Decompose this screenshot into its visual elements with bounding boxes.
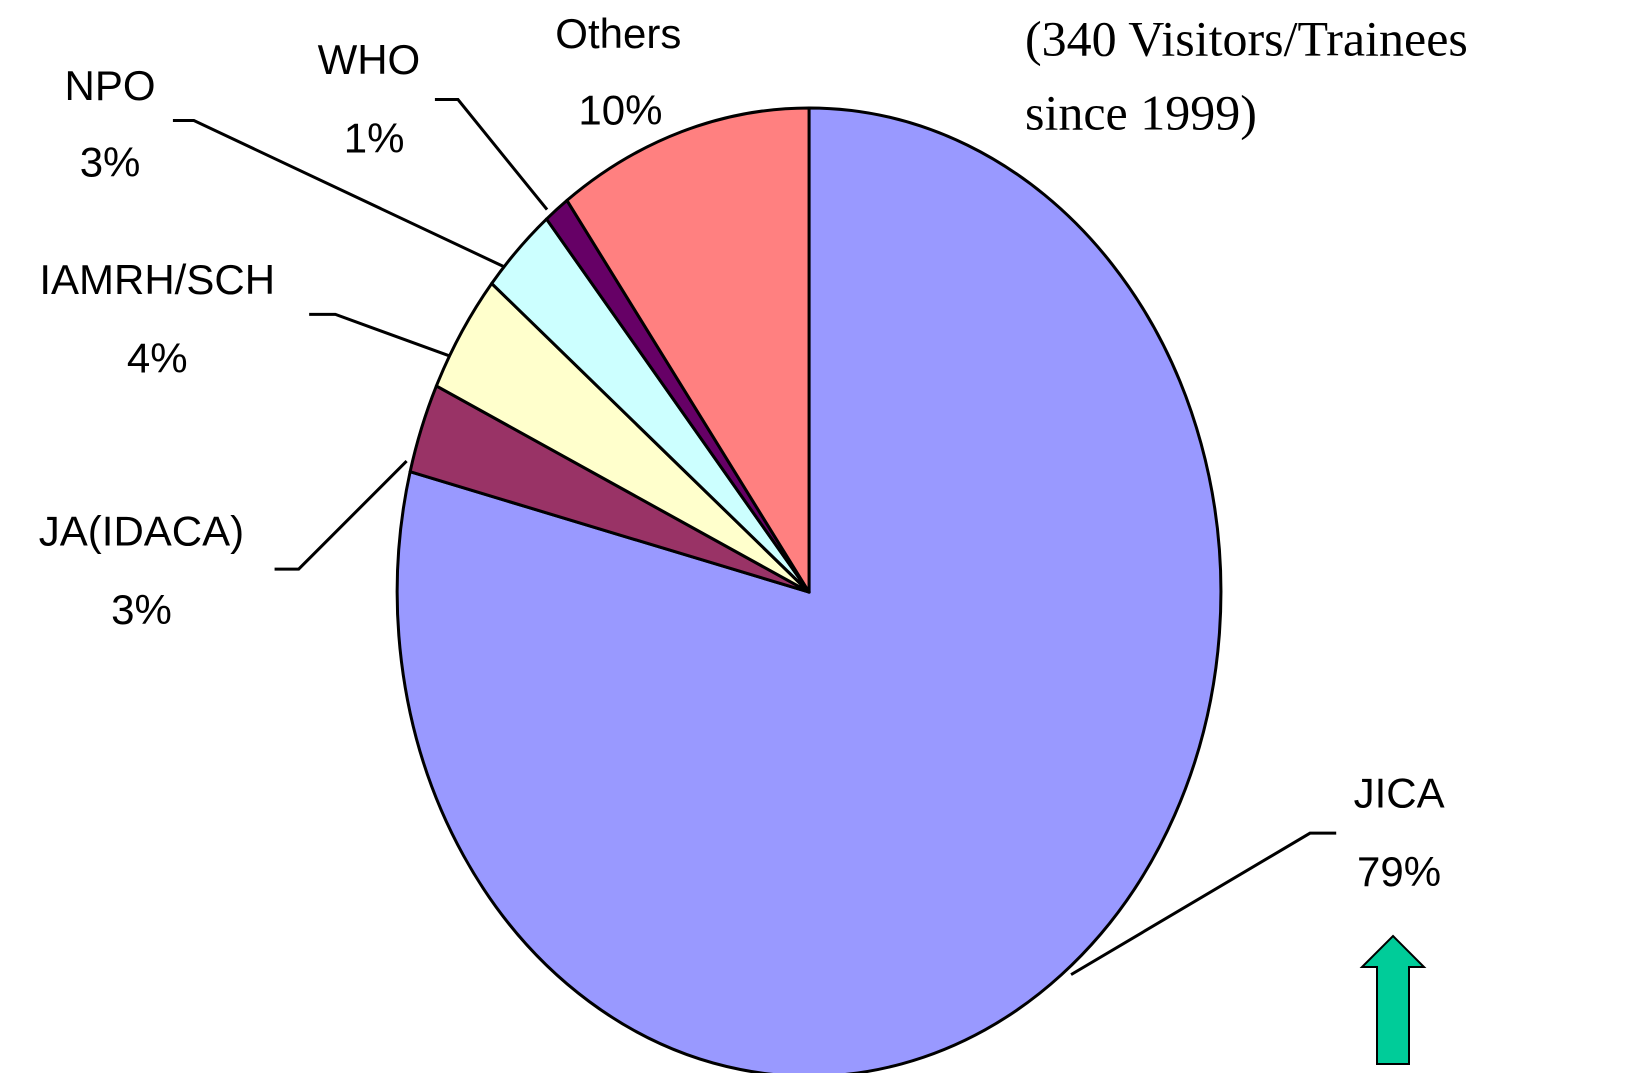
slice-label: WHO — [318, 36, 421, 83]
labels: JICA 79% JA(IDACA) 3% IAMRH/SCH 4% NPO 3% WHO 1% O… — [39, 10, 1445, 976]
slice-value-label: 79% — [1357, 848, 1441, 895]
leader-line — [274, 460, 408, 571]
slice-label: JA(IDACA) — [39, 508, 244, 555]
leader-line — [172, 119, 506, 269]
pie — [395, 106, 1223, 1073]
leader-line — [1070, 831, 1337, 976]
pie-slice — [565, 106, 811, 594]
slice-value-label: 3% — [111, 586, 172, 633]
leader-line — [434, 98, 549, 211]
slice-value-label: 3% — [80, 139, 141, 186]
arrow-icon — [1359, 934, 1427, 1065]
slice-label: JICA — [1354, 770, 1445, 817]
slice-label: Others — [555, 10, 681, 57]
annotation-line: since 1999) — [1025, 84, 1257, 140]
annotation-line: (340 Visitors/Trainees — [1025, 10, 1468, 66]
slice-value-label: 1% — [344, 115, 405, 162]
leader-line — [309, 312, 452, 358]
slice-label: IAMRH/SCH — [39, 256, 275, 303]
slice-label: NPO — [65, 62, 156, 109]
slice-value-label: 10% — [578, 86, 662, 133]
slice-value-label: 4% — [127, 335, 188, 382]
